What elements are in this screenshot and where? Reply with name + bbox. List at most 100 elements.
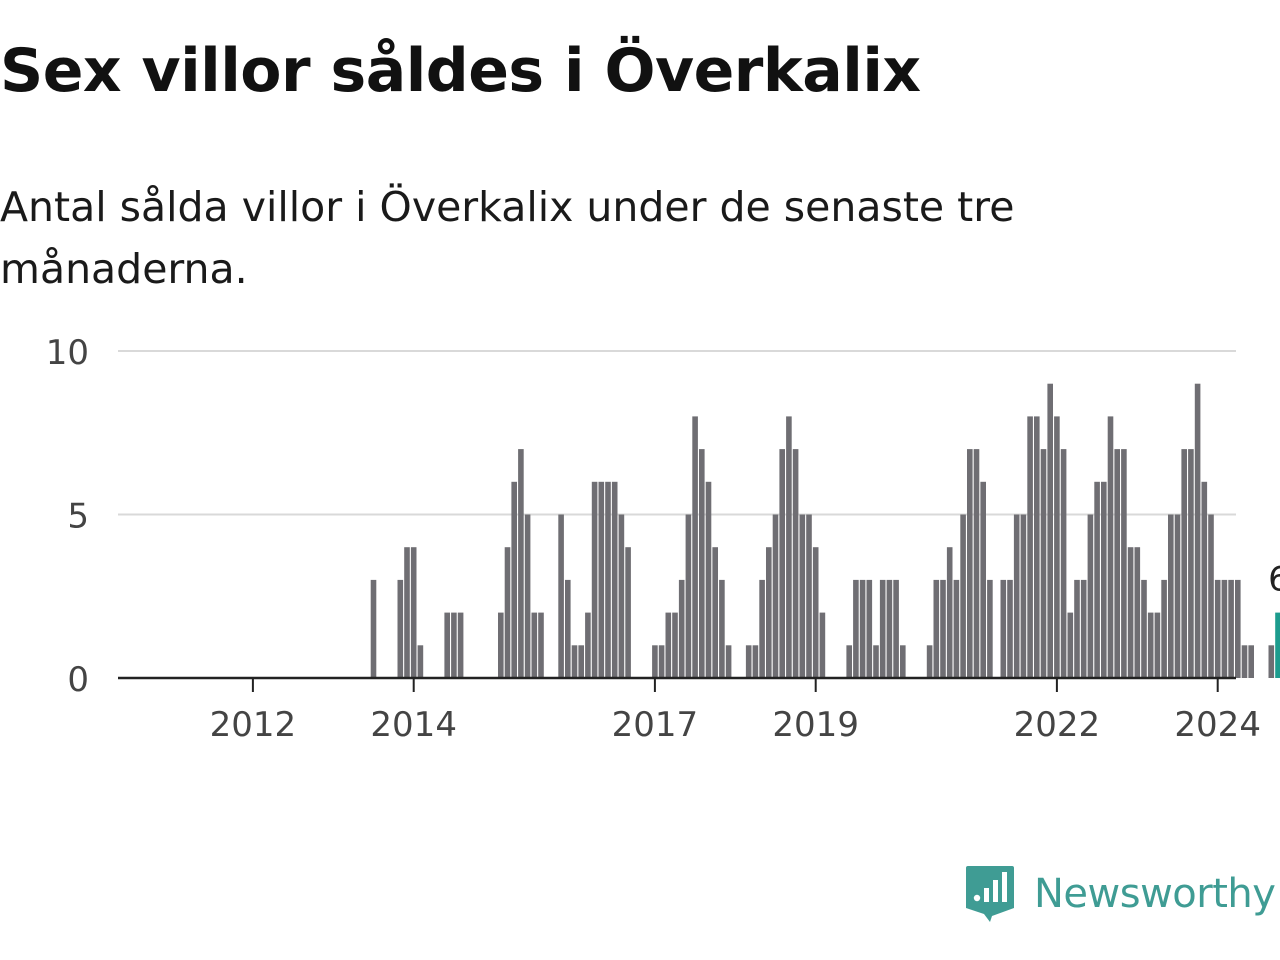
bar <box>1214 579 1221 678</box>
bar <box>960 514 966 678</box>
bar <box>665 612 672 678</box>
bar <box>772 514 779 678</box>
bar <box>873 645 879 678</box>
bar <box>812 547 819 678</box>
bar <box>786 416 792 678</box>
bar <box>799 514 806 678</box>
x-tick-label: 2019 <box>772 705 859 745</box>
bar <box>531 612 538 678</box>
bar <box>886 579 893 678</box>
bar <box>1235 579 1241 678</box>
bar <box>1007 579 1013 678</box>
bar <box>879 579 886 678</box>
bar <box>678 579 685 678</box>
bar <box>585 612 591 678</box>
bar <box>940 579 946 678</box>
bar <box>1268 645 1275 678</box>
bar <box>1147 612 1154 678</box>
bar <box>1067 612 1074 678</box>
bar <box>451 612 457 678</box>
bar <box>933 579 940 678</box>
bar <box>511 481 517 678</box>
highlight-data-label: 6 <box>1268 560 1280 600</box>
newsworthy-logo: Newsworthy <box>964 864 1276 924</box>
bar <box>1080 579 1087 678</box>
bar <box>685 514 692 678</box>
bar <box>745 645 752 678</box>
bar-chart: 0 5 10 2012 2014 2017 2019 2022 2024 6 <box>46 333 1280 745</box>
bar <box>806 514 812 678</box>
bar <box>457 612 464 678</box>
bar <box>1060 449 1067 678</box>
bar <box>719 579 725 678</box>
bar <box>1161 579 1167 678</box>
bar <box>1094 481 1100 678</box>
bar <box>1020 514 1027 678</box>
bar <box>672 612 678 678</box>
bar <box>980 481 986 678</box>
bar <box>1054 416 1060 678</box>
bar <box>1000 579 1007 678</box>
bar <box>1074 579 1080 678</box>
bar <box>1121 449 1127 678</box>
bar <box>1154 612 1161 678</box>
bar <box>611 481 618 678</box>
chart-subtitle: Antal sålda villor i Överkalix under de … <box>0 183 1015 293</box>
x-tick-label: 2012 <box>210 705 297 745</box>
bar <box>417 645 424 678</box>
bar <box>578 645 584 678</box>
bar <box>538 612 544 678</box>
bar <box>1034 416 1040 678</box>
bar <box>1027 416 1033 678</box>
highlight-bar <box>1275 612 1280 678</box>
bar <box>571 645 578 678</box>
bar <box>725 645 732 678</box>
bar <box>558 514 564 678</box>
bar <box>598 481 605 678</box>
bar <box>1194 383 1201 678</box>
bar <box>953 579 960 678</box>
bar <box>1188 449 1194 678</box>
bar <box>987 579 993 678</box>
bar-chart-speech-bubble-icon <box>966 866 1014 922</box>
bar <box>712 547 718 678</box>
bar <box>900 645 906 678</box>
bar <box>846 645 852 678</box>
bar <box>1047 383 1053 678</box>
bar <box>605 481 611 678</box>
bar <box>926 645 933 678</box>
bar <box>859 579 866 678</box>
bar <box>410 547 417 678</box>
bar <box>692 416 698 678</box>
brand-name: Newsworthy <box>1034 871 1276 917</box>
bar <box>705 481 712 678</box>
bar <box>404 547 410 678</box>
bar <box>444 612 450 678</box>
bar <box>967 449 973 678</box>
chart-title: Sex villor såldes i Överkalix <box>0 36 921 106</box>
bar <box>866 579 873 678</box>
bar <box>1221 579 1228 678</box>
bar <box>819 612 826 678</box>
x-tick-label: 2022 <box>1014 705 1101 745</box>
bar <box>370 579 377 678</box>
y-tick-label: 10 <box>46 333 89 373</box>
bar <box>1127 547 1134 678</box>
x-tick-label: 2024 <box>1174 705 1261 745</box>
bar <box>1228 579 1234 678</box>
bar <box>1087 514 1094 678</box>
bar <box>792 449 799 678</box>
bar <box>1013 514 1020 678</box>
bar <box>1141 579 1147 678</box>
bar <box>752 645 759 678</box>
y-tick-label: 0 <box>67 660 89 700</box>
bar <box>946 547 953 678</box>
bar <box>699 449 705 678</box>
bar <box>779 449 785 678</box>
bar <box>397 579 404 678</box>
bar <box>618 514 625 678</box>
bar <box>853 579 859 678</box>
x-tick-label: 2014 <box>370 705 457 745</box>
bar <box>1101 481 1107 678</box>
bar <box>1174 514 1181 678</box>
